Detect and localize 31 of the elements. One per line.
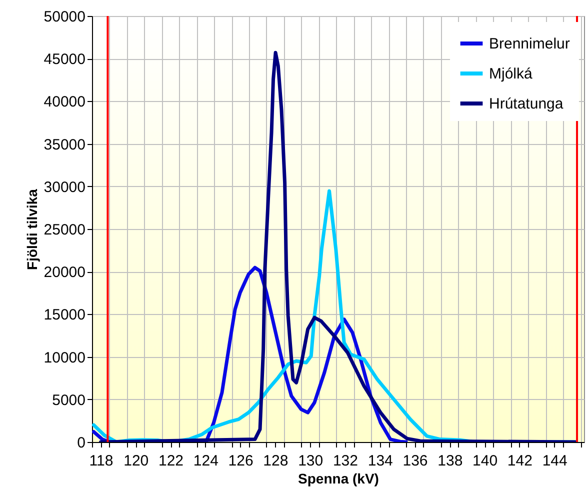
x-tick-label: 132 [332,452,358,470]
x-tick-label: 140 [472,452,498,470]
line-series [98,50,578,442]
x-tick-label: 130 [298,452,324,470]
x-tick-label: 138 [438,452,463,470]
y-tick-label: 25000 [44,222,86,238]
legend-label: Brennimelur [489,36,570,52]
x-tick-label: 122 [158,452,184,470]
x-tick-label: 134 [368,452,393,470]
x-tick-label: 124 [193,452,218,470]
legend-label: Mjólká [489,66,533,82]
y-tick-label: 45000 [44,51,86,68]
y-tick-label: 35000 [44,136,86,154]
x-axis-title: Spenna (kV) [298,470,379,486]
y-tick-label: 15000 [44,306,86,324]
y-tick-label: 0 [77,434,86,452]
x-tick-label: 126 [228,452,254,470]
y-tick-label: 20000 [44,264,86,282]
x-tick-label: 142 [507,452,532,470]
y-tick-label: 10000 [44,349,86,366]
x-tick-label: 118 [89,452,114,470]
y-tick-label: 30000 [44,178,86,196]
y-tick-label: 50000 [44,8,86,26]
x-tick-label: 136 [402,452,428,470]
x-tick-label: 128 [263,452,288,470]
y-tick-label: 5000 [52,392,86,409]
y-tick-label: 40000 [44,94,86,111]
x-tick-label: 144 [542,452,568,470]
legend-label: Hrútatunga [489,96,564,112]
x-tick-label: 120 [124,452,149,470]
y-axis-title: Fjöldi tilvika [24,188,40,270]
